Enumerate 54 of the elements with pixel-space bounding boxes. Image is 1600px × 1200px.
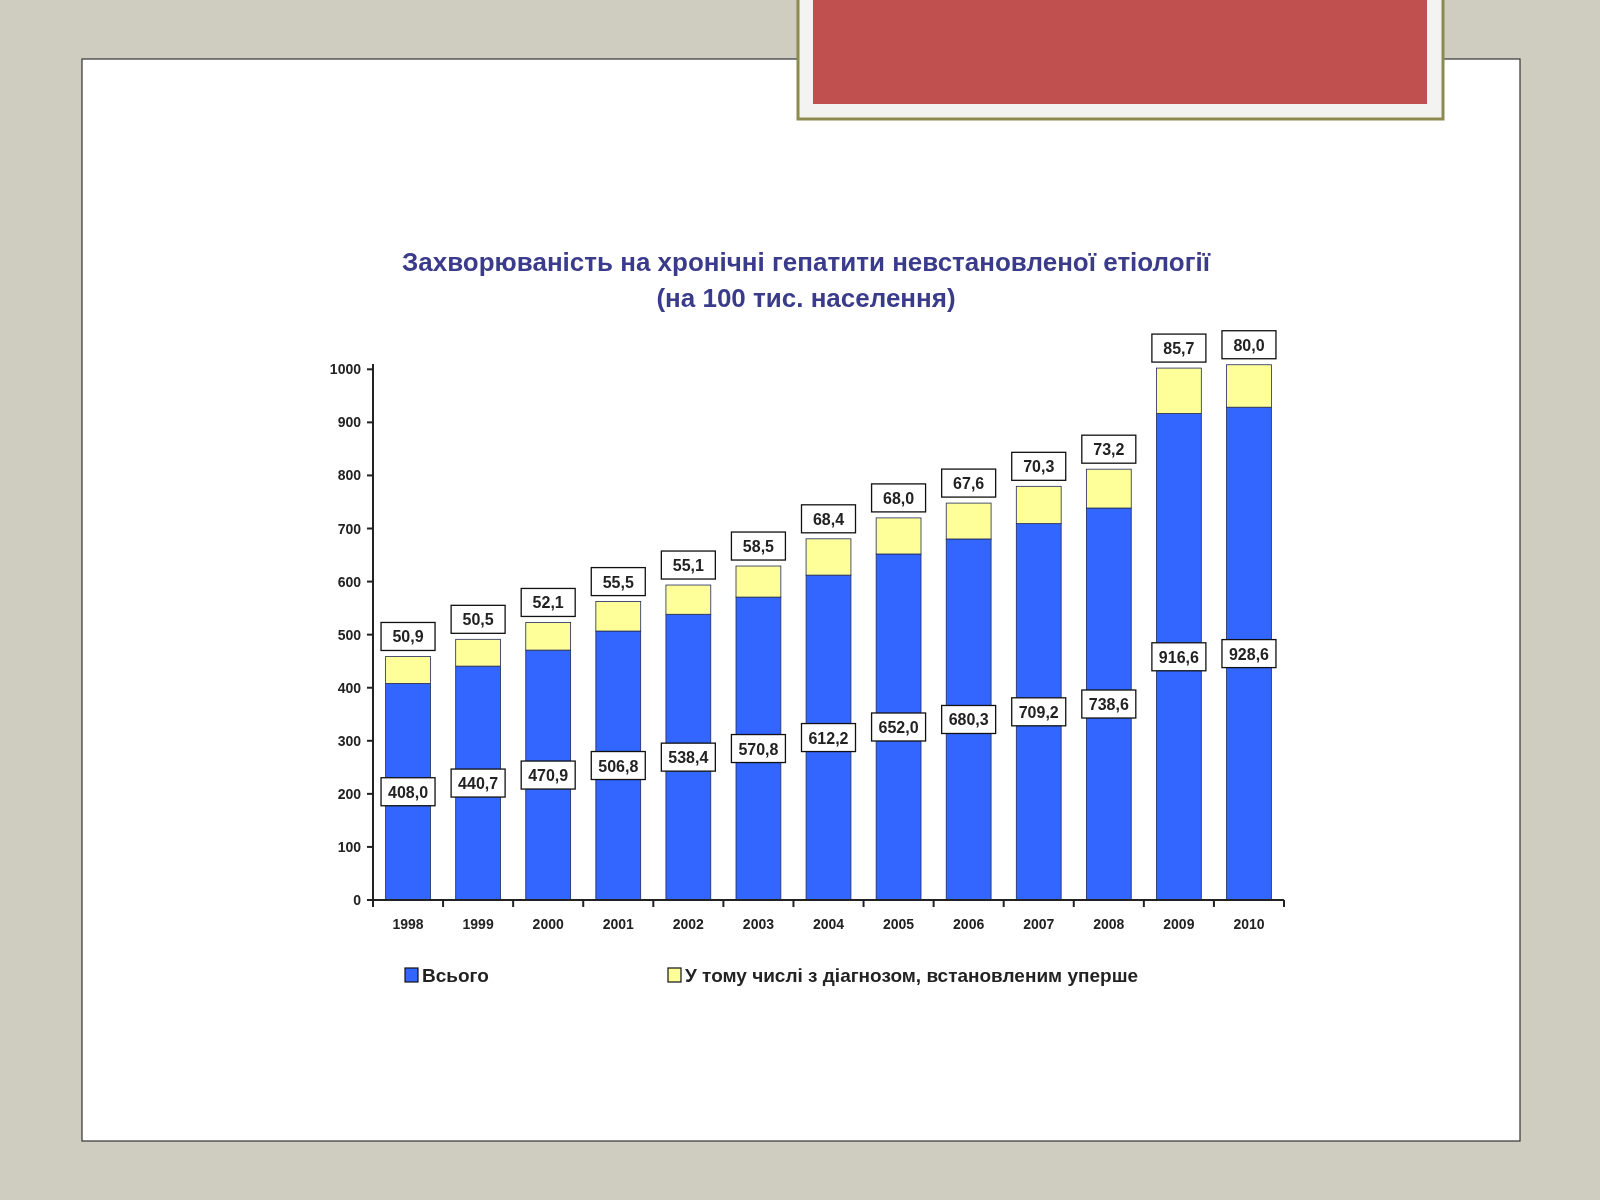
data-label: 68,0 xyxy=(883,489,915,507)
chart-title: Захворюваність на хронічні гепатити невстановленої етіології xyxy=(401,247,1211,277)
x-tick-label: 2006 xyxy=(953,916,985,932)
y-tick-label: 500 xyxy=(337,626,362,643)
data-label: 408,0 xyxy=(388,783,429,801)
x-tick-label: 2002 xyxy=(672,916,705,932)
data-label: 612,2 xyxy=(808,729,849,747)
data-label: 928,6 xyxy=(1228,645,1270,663)
data-label: 68,4 xyxy=(812,510,845,528)
data-label: 709,2 xyxy=(1018,703,1059,721)
x-tick-label: 2008 xyxy=(1093,916,1125,932)
y-tick-label: 700 xyxy=(337,520,362,537)
x-tick-label: 2000 xyxy=(532,916,564,932)
data-label: 58,5 xyxy=(742,538,775,556)
data-label: 80,0 xyxy=(1233,336,1265,354)
x-tick-label: 2009 xyxy=(1163,916,1195,932)
data-label: 738,6 xyxy=(1088,696,1129,714)
data-label: 470,9 xyxy=(528,767,569,785)
y-tick-label: 900 xyxy=(337,414,362,431)
data-label: 55,5 xyxy=(602,573,634,591)
data-label: 506,8 xyxy=(598,757,639,775)
data-label: 73,2 xyxy=(1093,441,1125,459)
y-tick-label: 100 xyxy=(337,838,362,855)
legend-label: У тому числі з діагнозом, встановленим уперше xyxy=(685,965,1139,986)
x-tick-label: 1999 xyxy=(462,916,494,932)
x-tick-label: 2003 xyxy=(742,916,775,932)
data-label: 652,0 xyxy=(878,718,919,736)
chart-subtitle: (на 100 тис. населення) xyxy=(656,283,956,313)
y-tick-label: 1000 xyxy=(329,361,362,378)
data-label: 55,1 xyxy=(672,557,705,575)
y-tick-label: 300 xyxy=(337,732,362,749)
data-label: 52,1 xyxy=(532,594,564,612)
x-tick-label: 2005 xyxy=(883,916,915,932)
data-label: 440,7 xyxy=(458,775,499,793)
data-label: 538,4 xyxy=(668,749,709,767)
y-tick-label: 800 xyxy=(337,467,362,484)
x-tick-label: 2010 xyxy=(1233,916,1265,932)
x-tick-label: 2004 xyxy=(812,916,845,932)
data-label: 85,7 xyxy=(1163,340,1195,358)
x-tick-label: 2001 xyxy=(602,916,635,932)
y-tick-label: 400 xyxy=(337,679,362,696)
data-label: 67,6 xyxy=(953,475,985,493)
data-label: 680,3 xyxy=(948,711,989,729)
data-label: 50,5 xyxy=(462,611,494,629)
y-tick-label: 200 xyxy=(337,785,362,802)
data-label: 70,3 xyxy=(1023,458,1055,476)
data-label: 916,6 xyxy=(1158,648,1199,666)
data-label: 570,8 xyxy=(738,740,779,758)
x-tick-label: 1998 xyxy=(392,916,424,932)
x-tick-label: 2007 xyxy=(1023,916,1055,932)
y-tick-label: 600 xyxy=(337,573,362,590)
data-label: 50,9 xyxy=(392,628,424,646)
y-tick-label: 0 xyxy=(353,892,362,908)
legend-label: Всього xyxy=(422,965,489,986)
